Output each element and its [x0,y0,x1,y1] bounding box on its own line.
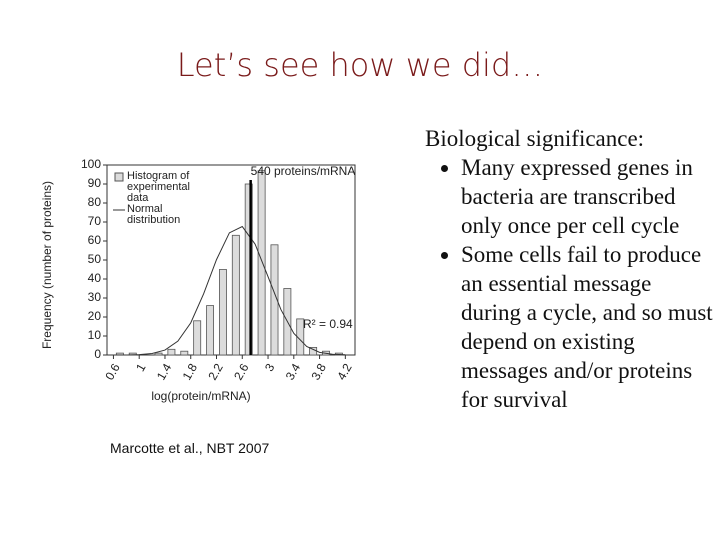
x-tick-label: 3.4 [283,361,304,383]
bar [219,269,227,356]
x-tick-label: 3 [262,361,278,374]
x-tick-label: 1.8 [180,361,201,383]
y-tick-label: 30 [88,290,102,304]
y-tick-label: 90 [88,176,102,190]
bullet-list: Many expressed genes in bacteria are tra… [425,153,717,414]
y-tick-label: 100 [81,157,101,171]
bar [231,234,240,356]
y-tick-label: 70 [88,214,102,228]
y-tick-label: 0 [94,347,101,361]
legend-label: Normal distribution [127,204,181,226]
legend-swatch [114,172,124,182]
annotation: R² = 0.94 [303,317,353,331]
y-tick-label: 50 [88,252,102,266]
text-body: Biological significance: Many expressed … [425,124,717,414]
reference-label: 540 proteins/mRNA [251,164,356,178]
bar [244,183,253,356]
legend-item: Normal distribution [127,204,181,226]
caption: Marcotte et al., NBT 2007 [110,440,270,456]
y-tick-label: 10 [88,328,102,342]
x-tick-label: 4.2 [334,361,355,383]
y-axis-label: Frequency (number of proteins) [40,181,54,349]
x-tick-label: 0.6 [102,361,123,383]
y-tick-label: 20 [88,309,102,323]
bar [180,350,189,356]
x-axis-label: log(protein/mRNA) [151,389,250,403]
bar [257,170,266,356]
bar [193,320,202,356]
x-tick-label: 3.8 [308,361,329,383]
slide-title: Let’s see how we did… [176,46,544,84]
bar [167,348,176,356]
y-tick-label: 40 [88,271,102,285]
heading: Biological significance: [425,126,645,151]
x-tick-label: 2.2 [205,361,226,383]
y-tick-label: 80 [88,195,102,209]
bullet: Some cells fail to produce an essential … [461,240,717,414]
bar [154,352,163,356]
x-tick-label: 1.4 [154,361,175,383]
bullet: Many expressed genes in bacteria are tra… [461,153,717,240]
bar [270,244,279,356]
legend-item: Histogram of experimental data [127,171,190,204]
legend-label: Histogram of experimental data [127,171,190,204]
curve [113,225,346,356]
y-tick-label: 60 [88,233,102,247]
bar [206,305,215,356]
x-tick-label: 1 [133,361,149,374]
x-tick-label: 2.6 [231,361,252,383]
